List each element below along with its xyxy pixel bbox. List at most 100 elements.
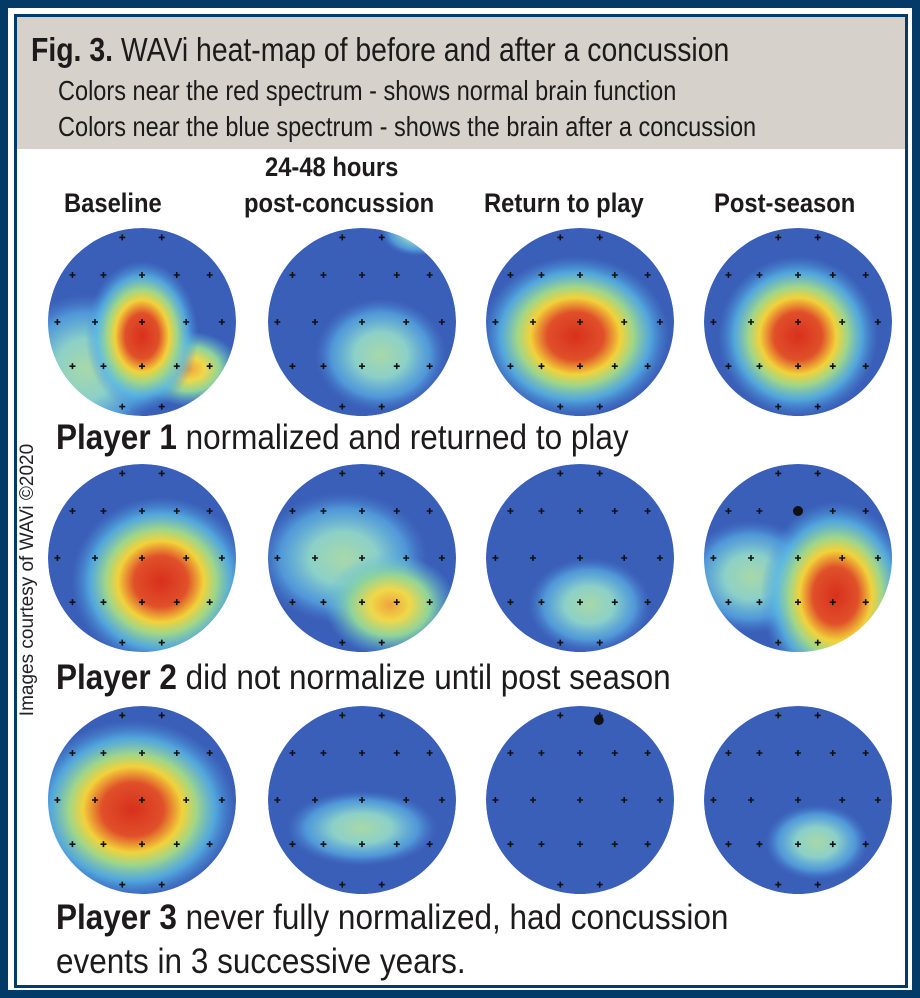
electrode-marker [359,363,365,370]
electrode-marker [100,750,107,756]
electrode-marker [69,841,76,848]
electrode-marker [69,750,76,756]
electrode-marker [656,319,663,325]
electrode-marker [378,234,385,241]
electrode-marker [339,234,346,241]
electrode-marker [289,599,296,606]
electrode-marker [538,750,545,756]
electrode-marker [710,797,717,803]
player-caption: normalized and returned to play [185,418,629,457]
electrode-marker [862,599,869,606]
electrode-marker [339,712,346,719]
electrode-marker [644,363,651,370]
electrode-marker [274,797,281,803]
electrode-marker [158,881,165,888]
electrode-marker [378,639,385,646]
electrode-marker [829,750,836,756]
electrode-marker [775,403,782,410]
electrode-marker [393,599,400,606]
electrode-marker [359,599,365,606]
electrode-marker [139,363,145,370]
electrode-marker [795,272,801,278]
electrode-marker [492,319,499,325]
figure-title: Fig. 3. WAVi heat-map of before and afte… [31,31,729,69]
heatmap-player-3-col-2 [268,706,456,894]
electrode-marker [756,272,763,278]
electrode-marker [775,639,782,646]
electrode-marker [218,319,225,325]
electrode-marker [621,319,628,325]
electrode-marker [530,555,536,561]
electrode-marker [725,599,732,606]
electrode-marker [139,797,145,803]
electrode-marker [644,272,651,278]
electrode-marker [378,403,385,410]
electrode-marker [611,841,618,848]
activity-region [85,260,199,412]
electrode-marker [92,319,98,325]
electrode-marker [748,555,754,561]
heatmap-player-1-col-2 [268,228,456,416]
electrode-marker [862,363,869,370]
electrode-marker [557,470,564,477]
electrode-marker [725,272,732,278]
heatmap-player-1-col-3 [486,228,674,416]
electrode-marker [173,508,180,514]
electrode-marker [710,555,717,561]
electrode-marker [92,555,98,561]
electrode-marker [173,841,180,848]
electrode-marker [725,750,732,756]
electrode-marker [438,319,445,325]
electrode-marker [507,841,514,848]
electrode-marker [756,508,763,514]
electrode-marker [69,363,76,370]
electrode-marker [611,363,618,370]
electrode-marker [577,797,583,803]
electrode-marker [139,841,145,848]
electrode-marker [206,272,213,278]
electrode-marker [426,599,433,606]
reference-dot [793,506,803,516]
electrode-marker [359,272,365,278]
electrode-marker [874,319,881,325]
electrode-marker [725,841,732,848]
electrode-marker [393,272,400,278]
electrode-marker [139,272,145,278]
electrode-marker [320,599,327,606]
electrode-marker [756,599,763,606]
electrode-marker [69,508,76,514]
electrode-marker [426,272,433,278]
electrode-marker [611,508,618,514]
electrode-marker [756,750,763,756]
electrode-marker [403,555,410,561]
electrode-marker [756,363,763,370]
column-header-return-to-play: Return to play [484,188,644,218]
electrode-marker [538,363,545,370]
electrode-marker [577,841,583,848]
player-name: Player 1 [56,418,177,457]
electrode-marker [119,881,126,888]
electrode-marker [829,508,836,514]
heatmap-player-2-col-1 [48,464,236,652]
electrode-marker [829,272,836,278]
electrode-marker [100,599,107,606]
electrode-marker [438,797,445,803]
activity-region [528,558,651,652]
electrode-marker [173,599,180,606]
caption-player-3-line2: events in 3 successive years. [56,942,466,981]
electrode-marker [393,508,400,514]
electrode-marker [119,639,126,646]
electrode-marker [158,470,165,477]
heatmap-fill [704,464,892,652]
electrode-marker [829,363,836,370]
electrode-marker [577,750,583,756]
electrode-marker [644,599,651,606]
electrode-marker [274,555,281,561]
electrode-marker [320,508,327,514]
activity-region [71,496,236,652]
electrode-marker [862,272,869,278]
electrode-marker [621,797,628,803]
column-header-baseline: Baseline [64,188,162,218]
electrode-marker [814,470,821,477]
heatmap-player-2-col-3 [486,464,674,652]
